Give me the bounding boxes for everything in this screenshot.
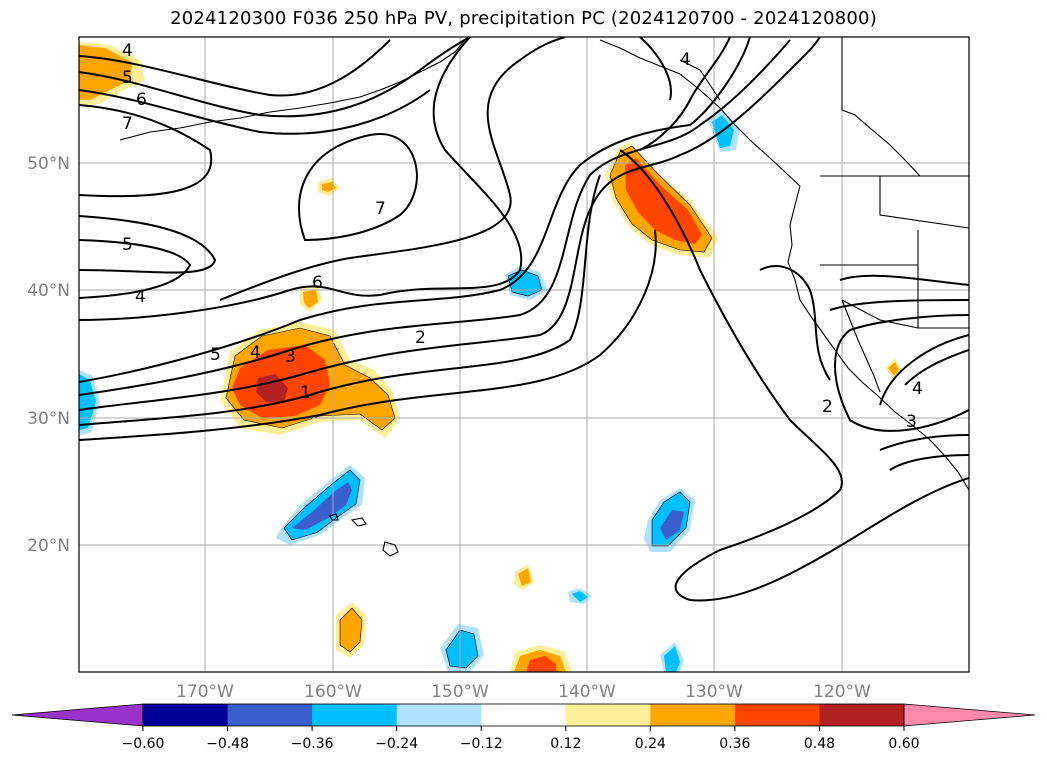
lat-label: 30°N — [27, 409, 70, 429]
contour-label: 3 — [906, 412, 917, 432]
colorbar-tick-label: −0.60 — [122, 736, 165, 752]
contour-label: 6 — [136, 90, 147, 110]
contour-label: 4 — [135, 287, 146, 307]
contour-label: 2 — [415, 328, 426, 348]
colorbar-segment — [227, 704, 313, 726]
colorbar — [11, 703, 1036, 727]
contour-label: 5 — [122, 68, 133, 88]
contour-label: 5 — [122, 235, 133, 255]
colorbar-tick-label: 0.48 — [804, 736, 835, 752]
colorbar-tick-label: 0.24 — [635, 736, 666, 752]
map-frame — [78, 36, 970, 673]
contour-label: 2 — [822, 397, 833, 417]
pv-contours — [79, 37, 969, 602]
colorbar-tick-label: −0.24 — [375, 736, 418, 752]
lat-axis: 50°N 40°N 30°N 20°N — [27, 154, 70, 556]
colorbar-extend-low — [11, 703, 144, 727]
colorbar-tick-label: −0.48 — [206, 736, 249, 752]
map-title: 2024120300 F036 250 hPa PV, precipitatio… — [170, 8, 877, 29]
colorbar-extend-high — [903, 703, 1036, 727]
contour-label: 1 — [300, 383, 311, 403]
colorbar-tick-label: 0.60 — [888, 736, 919, 752]
graticule — [79, 37, 969, 672]
lon-label: 170°W — [176, 682, 234, 702]
colorbar-segment — [734, 704, 820, 726]
contour-label: 4 — [912, 379, 923, 399]
lat-label: 50°N — [27, 154, 70, 174]
colorbar-segment — [565, 704, 651, 726]
colorbar-outline — [142, 703, 905, 727]
colorbar-tick-label: −0.36 — [291, 736, 334, 752]
colorbar-segment — [650, 704, 736, 726]
colorbar-tick-label: −0.12 — [460, 736, 503, 752]
lon-label: 160°W — [304, 682, 362, 702]
colorbar-segment — [481, 704, 567, 726]
contour-label: 4 — [250, 343, 261, 363]
lon-label: 120°W — [813, 682, 871, 702]
contour-label: 5 — [210, 345, 221, 365]
lon-axis: 170°W 160°W 150°W 140°W 130°W 120°W — [176, 682, 871, 702]
contour-label: 7 — [375, 199, 386, 219]
colorbar-segment — [396, 704, 482, 726]
colorbar-segment — [143, 704, 229, 726]
contour-label: 4 — [122, 41, 133, 61]
lat-label: 20°N — [27, 536, 70, 556]
contour-label: 4 — [680, 50, 691, 70]
coastlines — [119, 37, 969, 557]
lon-label: 140°W — [558, 682, 616, 702]
colorbar-tick-label: 0.12 — [550, 736, 581, 752]
colorbar-segment — [312, 704, 398, 726]
contour-label: 3 — [285, 347, 296, 367]
colorbar-ticks: −0.60 −0.48 −0.36 −0.24 −0.12 0.12 0.24 0.36 0.4… — [122, 726, 920, 752]
colorbar-tick-label: 0.36 — [719, 736, 750, 752]
lon-label: 130°W — [685, 682, 743, 702]
contour-label: 6 — [312, 273, 323, 293]
colorbar-segment — [819, 704, 905, 726]
contour-label: 7 — [122, 114, 133, 134]
lon-label: 150°W — [431, 682, 489, 702]
lat-label: 40°N — [27, 281, 70, 301]
